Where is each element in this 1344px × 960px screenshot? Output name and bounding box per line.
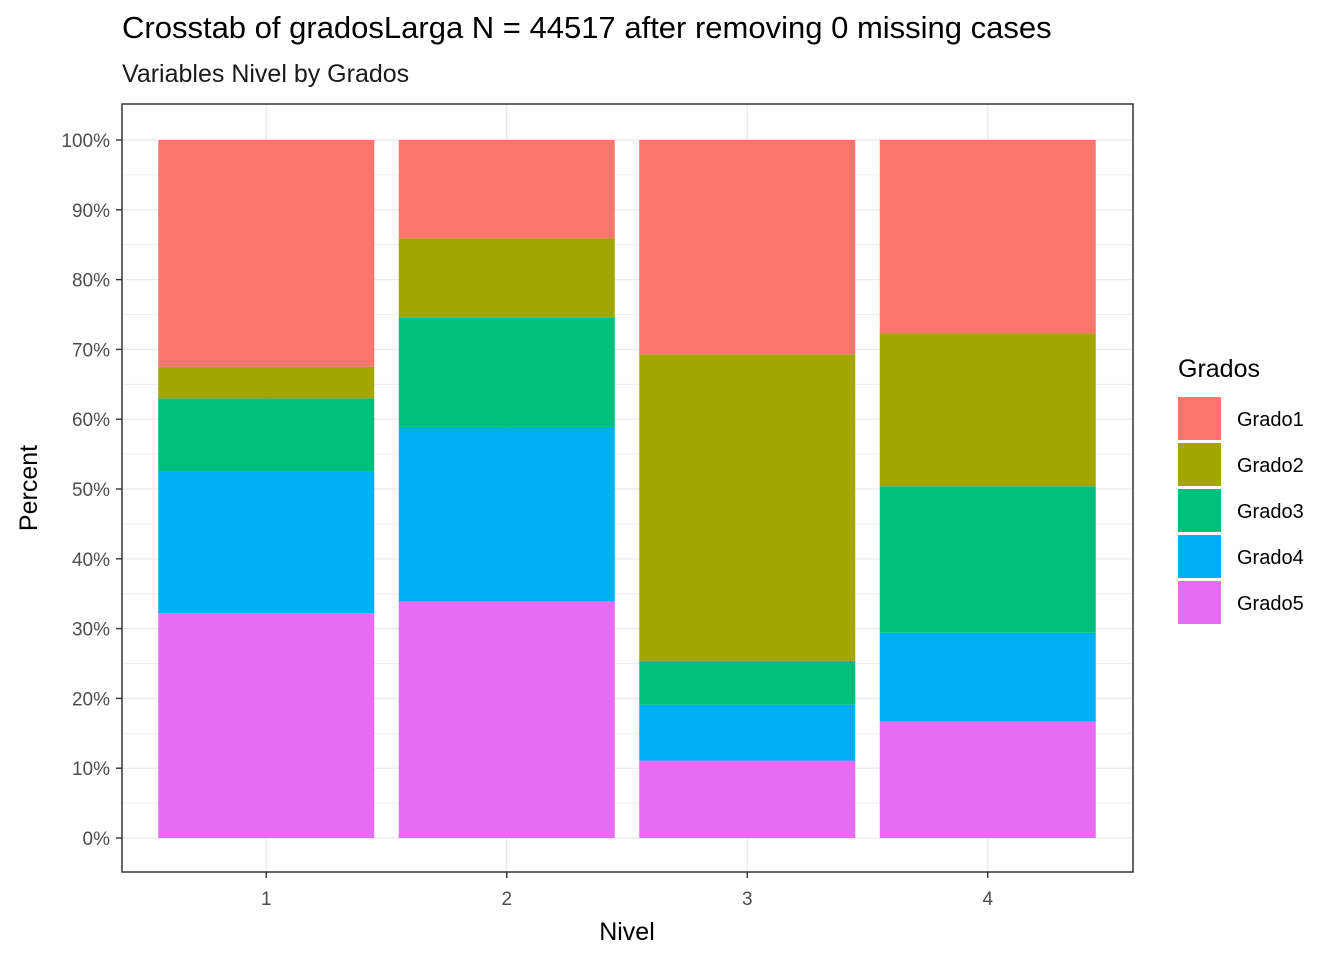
legend-label-grado5: Grado5 <box>1237 593 1304 615</box>
bar-grado3-nivel-2 <box>398 317 615 427</box>
y-tick-label: 30% <box>72 620 110 641</box>
y-tick-label: 90% <box>72 201 110 222</box>
legend-label-grado2: Grado2 <box>1237 455 1304 477</box>
legend-key-grado1 <box>1178 397 1221 440</box>
chart-title: Crosstab of gradosLarga N = 44517 after … <box>122 10 1052 45</box>
legend-key-grado4 <box>1178 535 1221 578</box>
bar-grado1-nivel-3 <box>639 140 856 355</box>
y-tick-label: 0% <box>83 829 111 850</box>
bar-grado3-nivel-1 <box>158 398 375 472</box>
bar-grado1-nivel-4 <box>879 140 1096 334</box>
bar-grado4-nivel-4 <box>879 632 1096 722</box>
bar-grado4-nivel-1 <box>158 471 375 614</box>
bar-grado1-nivel-1 <box>158 140 375 367</box>
y-tick-label: 70% <box>72 340 110 361</box>
chart-subtitle: Variables Nivel by Grados <box>122 60 410 88</box>
x-tick-label: 3 <box>742 889 753 910</box>
y-axis-title: Percent <box>15 445 43 531</box>
x-axis-title: Nivel <box>599 918 655 946</box>
legend-title: Grados <box>1178 355 1260 383</box>
bar-grado1-nivel-2 <box>398 140 615 239</box>
y-tick-label: 20% <box>72 689 110 710</box>
bar-grado5-nivel-1 <box>158 613 375 838</box>
y-tick-label: 60% <box>72 410 110 431</box>
bar-grado4-nivel-3 <box>639 704 856 761</box>
legend-label-grado1: Grado1 <box>1237 409 1304 431</box>
legend-key-grado3 <box>1178 489 1221 532</box>
legend: Grados Grado1 Grado2 Grado3 Grado4 Grado5 <box>1178 355 1304 624</box>
y-tick-label: 40% <box>72 550 110 571</box>
y-tick-label: 100% <box>61 131 110 152</box>
bar-grado3-nivel-4 <box>879 486 1096 633</box>
bar-grado2-nivel-1 <box>158 366 375 399</box>
bar-grado5-nivel-4 <box>879 721 1096 838</box>
bar-grado4-nivel-2 <box>398 426 615 602</box>
legend-key-grado5 <box>1178 581 1221 624</box>
bars <box>158 140 1096 838</box>
legend-label-grado3: Grado3 <box>1237 501 1304 523</box>
bar-grado3-nivel-3 <box>639 660 856 705</box>
bar-grado5-nivel-2 <box>398 601 615 838</box>
x-tick-label: 1 <box>261 889 272 910</box>
x-tick-label: 4 <box>982 889 993 910</box>
legend-label-grado4: Grado4 <box>1237 547 1304 569</box>
y-tick-label: 10% <box>72 759 110 780</box>
bar-grado2-nivel-3 <box>639 354 856 661</box>
legend-key-grado2 <box>1178 443 1221 486</box>
bar-grado5-nivel-3 <box>639 760 856 838</box>
x-tick-label: 2 <box>501 889 512 910</box>
y-axis: 0% 10% 20% 30% 40% 50% 60% 70% 80% 90% 100% <box>61 131 122 850</box>
y-tick-label: 50% <box>72 480 110 501</box>
y-tick-label: 80% <box>72 271 110 292</box>
panel-border <box>121 103 1134 873</box>
bar-grado2-nivel-4 <box>879 333 1096 487</box>
x-axis: 1 2 3 4 <box>261 872 993 910</box>
bar-grado2-nivel-2 <box>398 238 615 318</box>
